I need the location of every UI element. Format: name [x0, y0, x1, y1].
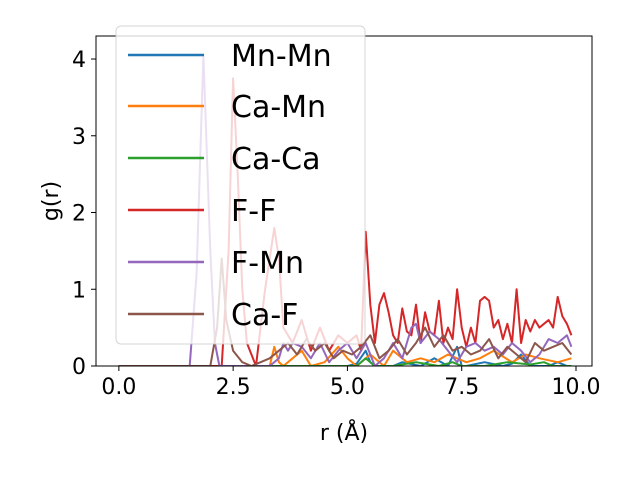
y-tick-label: 1 [72, 278, 86, 303]
x-tick-label: 7.5 [444, 375, 479, 400]
x-tick-label: 2.5 [216, 375, 251, 400]
x-tick-label: 0.0 [101, 375, 136, 400]
y-axis-label: g(r) [39, 181, 64, 221]
y-tick-label: 0 [72, 355, 86, 380]
legend-label: Mn-Mn [231, 39, 332, 74]
y-axis-ticks: 0 1 2 3 4 [72, 48, 96, 380]
x-tick-label: 10.0 [552, 375, 601, 400]
x-axis-label: r (Å) [320, 419, 368, 446]
legend-label: F-Mn [231, 246, 304, 281]
x-tick-label: 5.0 [330, 375, 365, 400]
y-tick-label: 2 [72, 202, 86, 227]
y-tick-label: 3 [72, 125, 86, 150]
legend-label: Ca-Ca [231, 142, 321, 177]
legend-label: Ca-F [231, 298, 298, 333]
legend: Mn-Mn Ca-Mn Ca-Ca F-F F-Mn Ca-F [115, 25, 366, 345]
series-line-ca-ca [118, 357, 572, 366]
legend-label: F-F [231, 194, 276, 229]
y-tick-label: 4 [72, 48, 86, 73]
series-line-ca-f [118, 257, 573, 366]
x-axis-ticks: 0.0 2.5 5.0 7.5 10.0 [101, 366, 600, 400]
series-line-ca-mn [118, 345, 572, 366]
legend-label: Ca-Mn [231, 90, 326, 125]
